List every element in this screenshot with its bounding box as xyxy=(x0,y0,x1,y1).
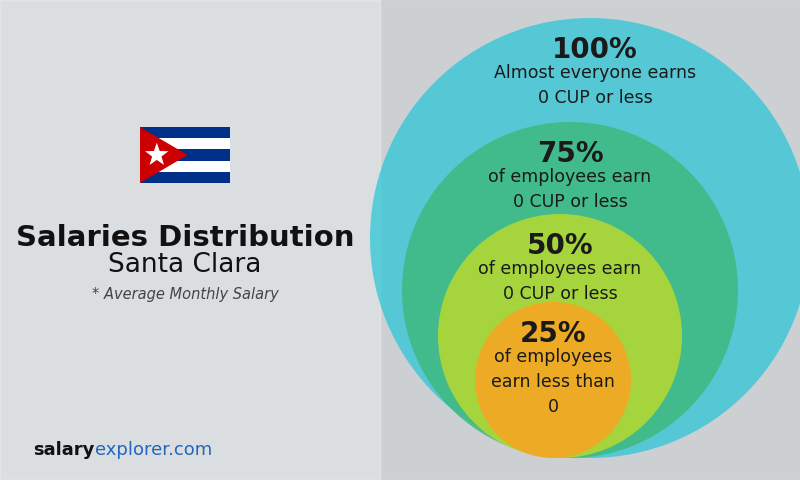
Text: Santa Clara: Santa Clara xyxy=(108,252,262,278)
Text: of employees earn
0 CUP or less: of employees earn 0 CUP or less xyxy=(478,260,642,303)
Text: 100%: 100% xyxy=(552,36,638,64)
Circle shape xyxy=(402,122,738,458)
Text: of employees earn
0 CUP or less: of employees earn 0 CUP or less xyxy=(489,168,651,211)
Bar xyxy=(0,0,380,480)
Text: salary: salary xyxy=(34,441,95,459)
Text: 75%: 75% xyxy=(537,140,603,168)
Polygon shape xyxy=(145,143,169,165)
Circle shape xyxy=(438,214,682,458)
Polygon shape xyxy=(140,127,187,183)
Text: 50%: 50% xyxy=(526,232,594,260)
Text: of employees
earn less than
0: of employees earn less than 0 xyxy=(491,348,615,416)
Text: * Average Monthly Salary: * Average Monthly Salary xyxy=(92,288,278,302)
Text: 25%: 25% xyxy=(520,320,586,348)
Bar xyxy=(140,127,230,138)
Text: Almost everyone earns
0 CUP or less: Almost everyone earns 0 CUP or less xyxy=(494,64,696,107)
Bar xyxy=(140,172,230,183)
Circle shape xyxy=(370,18,800,458)
Circle shape xyxy=(475,302,631,458)
Text: explorer.com: explorer.com xyxy=(95,441,212,459)
Bar xyxy=(140,138,230,149)
Bar xyxy=(140,161,230,172)
Text: Salaries Distribution: Salaries Distribution xyxy=(16,224,354,252)
Bar xyxy=(140,149,230,161)
